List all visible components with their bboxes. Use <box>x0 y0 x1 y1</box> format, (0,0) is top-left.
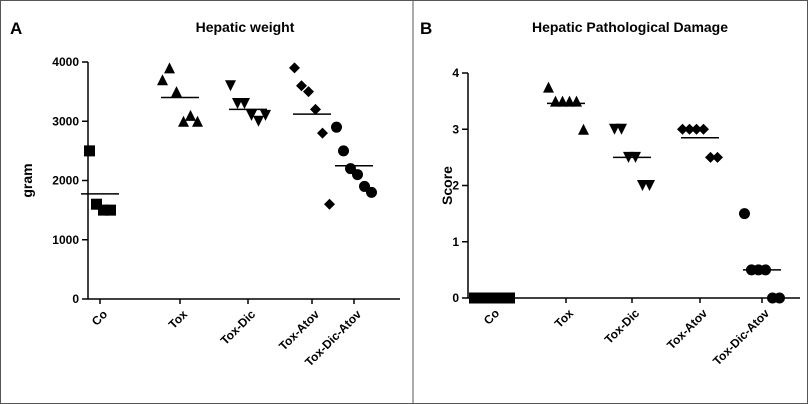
point <box>192 115 203 127</box>
point <box>185 109 196 121</box>
y-tick-label: 1000 <box>52 233 79 247</box>
point <box>338 145 349 157</box>
y-tick-label: 3000 <box>52 114 79 128</box>
x-tick-label: Tox <box>166 307 191 332</box>
point <box>352 169 363 181</box>
point <box>289 62 300 74</box>
point <box>497 292 508 304</box>
point <box>164 62 175 74</box>
y-tick-label: 0 <box>72 292 79 306</box>
point <box>232 97 243 109</box>
point <box>253 115 264 127</box>
point <box>98 204 109 216</box>
point <box>331 121 342 133</box>
point <box>609 123 620 135</box>
point <box>490 292 501 304</box>
point <box>677 123 688 135</box>
y-tick-label: 0 <box>452 291 459 305</box>
point <box>366 186 377 198</box>
panel-label: B <box>420 19 432 38</box>
point <box>691 123 702 135</box>
y-tick-label: 4000 <box>52 55 79 69</box>
point <box>317 127 328 139</box>
x-tick-label: Co <box>89 307 110 328</box>
y-tick-label: 1 <box>452 235 459 249</box>
y-tick-label: 2000 <box>52 174 79 188</box>
point <box>578 123 589 135</box>
point <box>644 180 655 191</box>
point <box>225 80 236 92</box>
point <box>260 109 271 121</box>
panel-label: A <box>10 19 22 38</box>
point <box>712 151 723 163</box>
chart-title: Hepatic Pathological Damage <box>532 19 728 35</box>
point <box>246 109 257 121</box>
point <box>157 74 168 86</box>
point <box>483 292 494 304</box>
point <box>296 80 307 92</box>
point <box>239 97 250 109</box>
chart-title: Hepatic weight <box>196 19 295 35</box>
point <box>91 198 102 210</box>
x-tick-label: Co <box>481 306 502 327</box>
point <box>543 81 554 93</box>
x-tick-label: Tox-Atov <box>664 306 710 352</box>
point <box>637 180 648 191</box>
x-tick-label: Tox-Dic <box>218 307 259 348</box>
point <box>84 145 95 157</box>
y-tick-label: 3 <box>452 122 459 136</box>
point <box>105 204 116 216</box>
point <box>171 86 182 98</box>
x-tick-label: Tox <box>552 306 577 331</box>
point <box>705 151 716 163</box>
point <box>324 198 335 210</box>
y-axis-label: Score <box>439 166 455 205</box>
x-tick-label: Tox-Dic <box>602 306 643 347</box>
point <box>469 292 480 304</box>
point <box>698 123 709 135</box>
y-axis-label: gram <box>19 163 35 197</box>
x-tick-label: Tox-Dic-Atov <box>710 306 772 368</box>
point <box>476 292 487 304</box>
y-tick-label: 4 <box>452 66 459 80</box>
point <box>616 123 627 135</box>
point <box>303 86 314 98</box>
point <box>310 103 321 115</box>
point <box>739 208 750 220</box>
y-tick-label: 2 <box>452 179 459 193</box>
point <box>178 115 189 127</box>
point <box>774 292 785 304</box>
point <box>571 95 582 107</box>
point <box>684 123 695 135</box>
point <box>504 292 515 304</box>
